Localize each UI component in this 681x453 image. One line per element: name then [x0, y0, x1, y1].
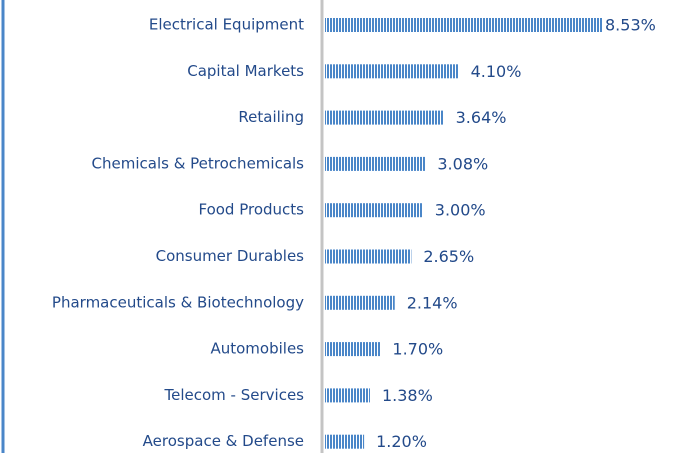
category-label: Pharmaceuticals & Biotechnology: [52, 293, 304, 311]
value-label: 1.70%: [392, 340, 443, 359]
bar: [325, 18, 603, 32]
category-label: Food Products: [198, 201, 304, 219]
value-label: 3.08%: [437, 154, 488, 173]
bar: [325, 64, 459, 79]
bar: [325, 249, 412, 264]
value-label: 1.20%: [376, 432, 427, 451]
bar: [325, 342, 381, 357]
value-label: 1.38%: [382, 386, 433, 405]
bar: [325, 110, 444, 125]
value-label: 2.65%: [423, 247, 474, 266]
category-label: Consumer Durables: [156, 247, 305, 265]
category-label: Aerospace & Defense: [143, 432, 304, 450]
bar: [325, 295, 395, 310]
category-label: Chemicals & Petrochemicals: [92, 154, 305, 172]
value-label: 3.64%: [456, 108, 507, 127]
category-label: Capital Markets: [187, 62, 304, 80]
value-label: 2.14%: [407, 293, 458, 312]
value-label: 3.00%: [435, 201, 486, 220]
bar: [325, 156, 426, 171]
value-label: 8.53%: [605, 16, 656, 35]
value-label: 4.10%: [471, 62, 522, 81]
bar: [325, 388, 370, 403]
category-label: Retailing: [238, 108, 304, 126]
bar: [325, 203, 423, 218]
category-label: Automobiles: [210, 340, 304, 358]
bar: [325, 434, 365, 449]
category-label: Electrical Equipment: [149, 16, 304, 34]
category-label: Telecom - Services: [164, 386, 305, 404]
